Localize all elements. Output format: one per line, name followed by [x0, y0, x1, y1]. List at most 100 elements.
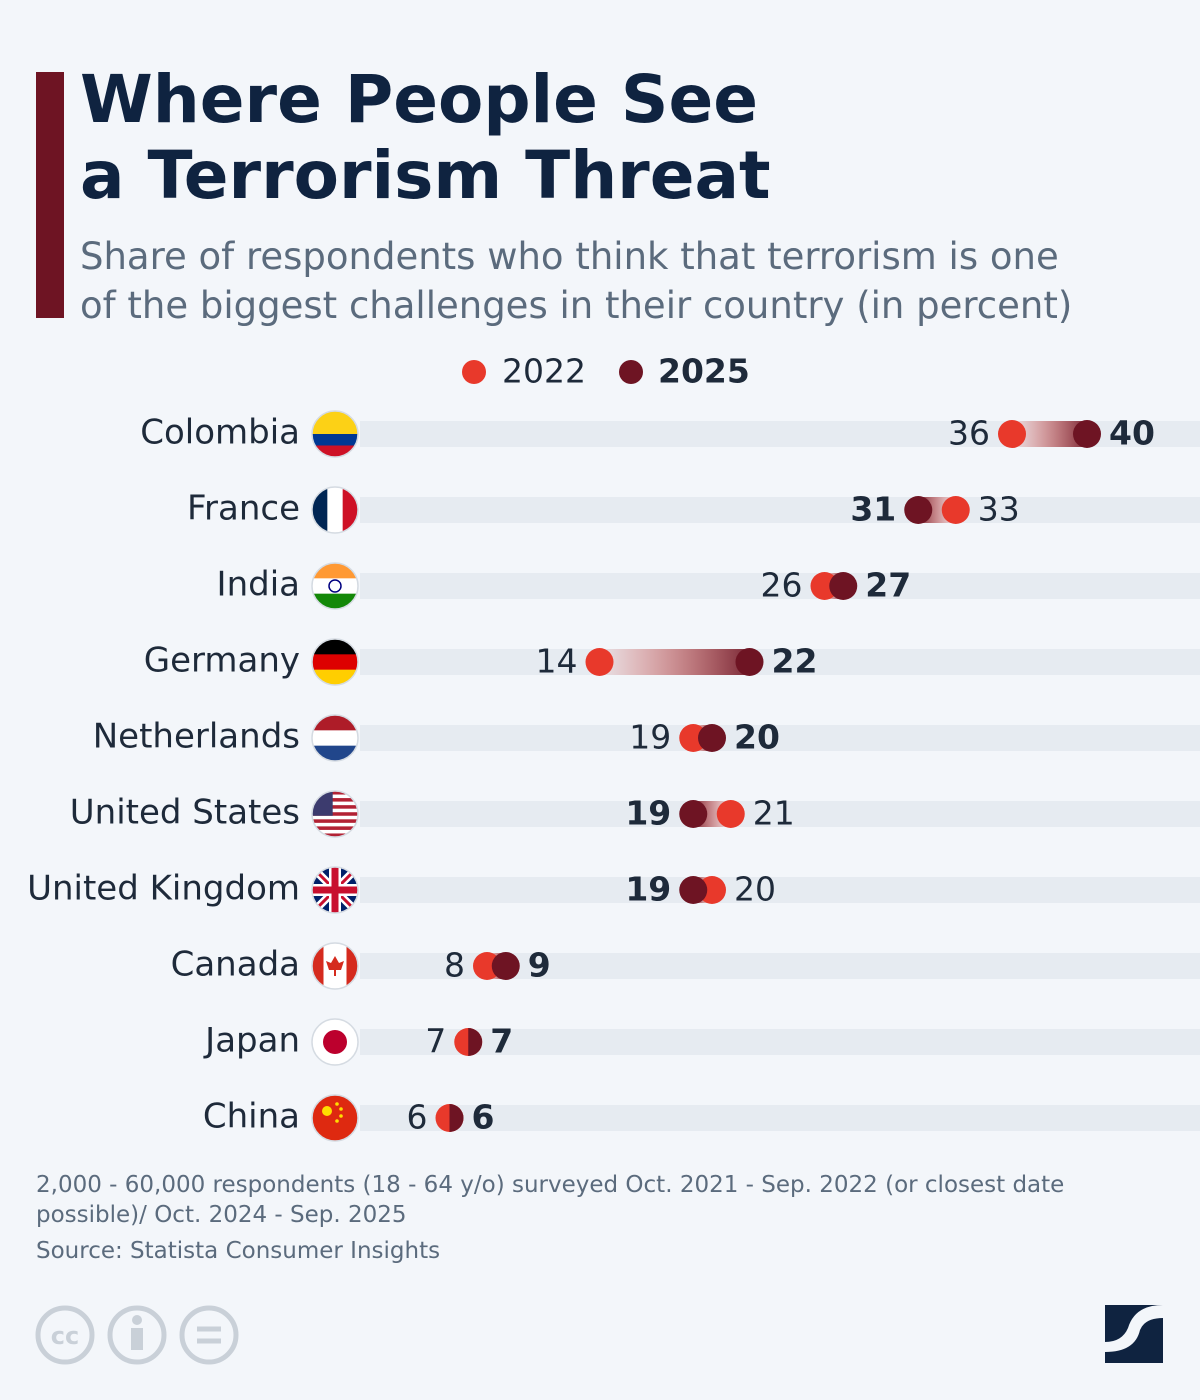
dot-2025 [449, 1104, 464, 1132]
flag-border [311, 942, 359, 990]
row-track [360, 877, 1200, 903]
flag-stripe [312, 829, 358, 834]
flag-border [311, 790, 359, 838]
flag-stripe [327, 487, 344, 533]
flag [312, 867, 358, 913]
flag-border [311, 1018, 359, 1066]
flag-emblem [339, 1114, 343, 1118]
value-label: 27 [865, 566, 911, 605]
row-track [360, 725, 1200, 751]
flag [312, 1095, 358, 1141]
footnote: 2,000 - 60,000 respondents (18 - 64 y/o)… [36, 1172, 1065, 1228]
dot-2022 [998, 420, 1026, 448]
value-label: 36 [948, 414, 990, 453]
dot-2025 [735, 648, 764, 676]
flag-stripe [312, 487, 328, 533]
value-label: 26 [761, 566, 803, 605]
source: Source: Statista Consumer Insights [36, 1238, 441, 1264]
flag-emblem [322, 1106, 332, 1116]
flag-border [311, 486, 359, 534]
dot-2022 [941, 496, 970, 524]
value-label: 7 [490, 1022, 513, 1061]
value-label: 8 [444, 946, 465, 985]
dot-2025 [1073, 420, 1101, 448]
flag-stripe [312, 815, 358, 820]
flag-border [311, 410, 359, 458]
flag-stripe [312, 826, 358, 831]
flag-stripe [312, 563, 358, 579]
subtitle: Share of respondents who think that terr… [80, 235, 1073, 327]
flag-stripe [312, 801, 358, 806]
flag-stripe [312, 805, 358, 809]
flag-emblem [328, 579, 342, 593]
flag-border [311, 866, 359, 914]
legend-marker [462, 360, 486, 384]
flag-stripe [312, 794, 358, 799]
flag-stripe [312, 812, 358, 817]
category-label: United States [70, 793, 300, 833]
value-label: 6 [472, 1098, 495, 1137]
category-label: Netherlands [93, 717, 300, 757]
flag-stripe [312, 578, 358, 595]
value-label: 20 [734, 870, 776, 909]
flag [312, 411, 358, 457]
value-label: 19 [625, 794, 671, 833]
connector [599, 649, 750, 675]
value-label: 9 [528, 946, 551, 985]
category-label: Japan [203, 1021, 300, 1061]
flag-stripe [312, 791, 358, 795]
row-track [360, 497, 1200, 523]
flag [312, 791, 358, 837]
flag-emblem [326, 956, 344, 976]
value-label: 19 [625, 870, 671, 909]
dot-2022 [585, 648, 614, 676]
flag-emblem [323, 1030, 347, 1054]
dot-2025 [491, 952, 520, 980]
row-track [360, 573, 1200, 599]
flag-stripe [312, 822, 358, 827]
row-track [360, 1029, 1200, 1055]
flag-emblem [335, 1102, 339, 1106]
category-label: China [203, 1097, 300, 1137]
flag-stripe [312, 639, 358, 655]
flag-stripe [312, 798, 358, 802]
flag-stripe [312, 445, 358, 457]
brand-icon [1105, 1305, 1163, 1363]
flag-stripe [312, 833, 358, 837]
value-label: 6 [407, 1098, 428, 1137]
dot-2025 [468, 1028, 483, 1056]
dot-2025 [829, 572, 858, 600]
value-label: 31 [850, 490, 896, 529]
flag-stripe [312, 730, 358, 747]
flag-stripe [312, 434, 358, 446]
dot-2025 [698, 724, 726, 752]
category-label: Germany [144, 641, 300, 681]
svg-text:cc: cc [51, 1322, 79, 1350]
value-label: 33 [978, 490, 1020, 529]
flag-border [311, 714, 359, 762]
flag-field [312, 1095, 358, 1141]
flag-stripe [312, 654, 358, 671]
value-label: 14 [536, 642, 578, 681]
flag-border [311, 638, 359, 686]
category-label: United Kingdom [27, 869, 300, 909]
row-track [360, 801, 1200, 827]
value-label: 19 [629, 718, 671, 757]
category-label: Colombia [140, 413, 300, 453]
flag-border [311, 1094, 359, 1142]
value-label: 21 [753, 794, 795, 833]
flag-border [311, 562, 359, 610]
category-label: India [217, 565, 300, 605]
row-track [360, 1105, 1200, 1131]
value-label: 20 [734, 718, 780, 757]
flag-cross [312, 867, 358, 913]
category-label: Canada [171, 945, 300, 985]
flag-stripe [312, 411, 358, 435]
flag-emblem [335, 1119, 339, 1123]
cc-icons: cc [35, 1305, 239, 1365]
title: Where People See a Terrorism Threat [80, 61, 771, 214]
dot-2025 [904, 496, 933, 524]
